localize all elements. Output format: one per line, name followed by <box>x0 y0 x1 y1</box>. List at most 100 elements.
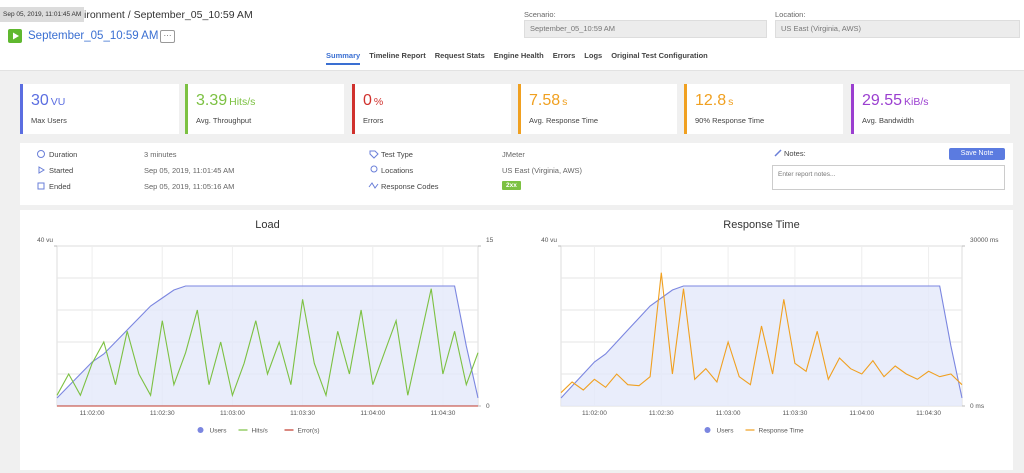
kpi-unit: % <box>373 96 384 108</box>
x-tick-label: 11:03:30 <box>783 410 808 417</box>
kpi-label: 90% Response Time <box>695 116 765 125</box>
kpi-label: Avg. Response Time <box>529 116 599 125</box>
detail-value: Sep 05, 2019, 11:05:16 AM <box>144 182 235 191</box>
kpi-label: Errors <box>363 116 384 125</box>
clock-icon <box>37 150 45 158</box>
kpi-value: 7.58 s <box>529 92 567 110</box>
kpi-unit: KiB/s <box>904 96 929 108</box>
x-tick-label: 11:02:30 <box>150 410 175 417</box>
legend-label: Users <box>717 428 735 435</box>
legend-swatch <box>197 427 204 433</box>
kpi-card: 7.58 s Avg. Response Time <box>518 84 677 134</box>
breadcrumb[interactable]: ironment / September_05_10:59 AM <box>84 9 253 21</box>
series-area <box>561 286 962 406</box>
notes-label: Notes: <box>784 149 806 158</box>
report-name[interactable]: September_05_10:59 AM <box>28 30 159 42</box>
kpi-value: 29.55 KiB/s <box>862 92 929 110</box>
x-tick-label: 11:02:30 <box>649 410 674 417</box>
stop-icon <box>37 182 45 190</box>
pulse-icon <box>368 182 379 189</box>
kpi-value: 3.39 Hits/s <box>196 92 255 110</box>
kpi-card: 29.55 KiB/s Avg. Bandwidth <box>851 84 1010 134</box>
y-tick-label: 40 vu <box>37 237 53 244</box>
detail-icons <box>37 150 379 190</box>
y-tick-label: 30000 ms <box>970 237 999 244</box>
kpi-number: 12.8 <box>695 92 727 109</box>
x-tick-label: 11:02:00 <box>582 410 607 417</box>
play-icon[interactable] <box>8 29 22 43</box>
tab[interactable]: Errors <box>552 51 576 60</box>
tab[interactable]: Original Test Configuration <box>611 51 708 60</box>
legend-swatch <box>704 427 711 433</box>
more-button[interactable]: ··· <box>160 30 175 43</box>
kpi-card: 12.8 s 90% Response Time <box>684 84 843 134</box>
tag-icon <box>369 150 379 159</box>
tab[interactable]: Request Stats <box>434 51 485 60</box>
series-line <box>560 272 963 394</box>
response-code-badge: 2xx <box>502 181 521 190</box>
x-tick-label: 11:02:00 <box>80 410 105 417</box>
scenario-select[interactable]: September_05_10:59 AM <box>524 20 767 38</box>
detail-label: Test Type <box>381 150 413 159</box>
x-tick-label: 11:04:30 <box>916 410 941 417</box>
tab[interactable]: Timeline Report <box>369 51 426 60</box>
detail-value: JMeter <box>502 150 525 159</box>
kpi-number: 29.55 <box>862 92 903 109</box>
kpi-number: 3.39 <box>196 92 228 109</box>
location-select[interactable]: US East (Virginia, AWS) <box>775 20 1020 38</box>
y-tick-label: 15 <box>486 237 494 244</box>
kpi-unit: Hits/s <box>229 96 256 108</box>
kpi-card: 30 VU Max Users <box>20 84 179 134</box>
chart-title: Response Time <box>723 219 799 231</box>
y-tick-label: 0 <box>486 403 490 410</box>
x-tick-label: 11:04:30 <box>431 410 456 417</box>
kpi-number: 0 <box>363 92 372 109</box>
play-glyph <box>13 32 19 40</box>
x-tick-label: 11:04:00 <box>360 410 385 417</box>
detail-label: Ended <box>49 182 71 191</box>
kpi-value: 12.8 s <box>695 92 733 110</box>
location-label: Location: <box>775 10 806 19</box>
series-line <box>56 288 479 398</box>
kpi-number: 30 <box>31 92 49 109</box>
kpi-card: 3.39 Hits/s Avg. Throughput <box>185 84 344 134</box>
x-tick-label: 11:03:00 <box>716 410 741 417</box>
chart-title: Load <box>255 219 279 231</box>
response-time-chart: Response Time 11:02:00 11:02:30 11:03:00 11:… <box>541 219 999 435</box>
legend-label: Hits/s <box>252 428 269 435</box>
legend-label: Error(s) <box>298 428 320 435</box>
header: ironment / September_05_10:59 AM Sep 05,… <box>0 0 1024 71</box>
kpi-number: 7.58 <box>529 92 561 109</box>
detail-value: 3 minutes <box>144 150 177 159</box>
tooltip: Sep 05, 2019, 11:01:45 AM <box>0 7 84 22</box>
triangle <box>13 32 19 40</box>
details-panel: Duration 3 minutes Started Sep 05, 2019,… <box>20 143 1013 205</box>
x-tick-label: 11:04:00 <box>849 410 874 417</box>
series-line <box>56 285 479 399</box>
load-chart: Load 11:02:00 11:02:30 11:03:00 11:03:30 11:0… <box>37 219 494 435</box>
kpi-unit: s <box>562 96 568 108</box>
kpi-value: 30 VU <box>31 92 65 110</box>
kpi-label: Max Users <box>31 116 67 125</box>
pencil-icon <box>774 149 782 157</box>
legend-label: Users <box>210 428 228 435</box>
detail-label: Locations <box>381 166 414 175</box>
kpi-card: 0% Errors <box>352 84 511 134</box>
kpi-value: 0% <box>363 92 383 110</box>
x-tick-label: 11:03:00 <box>220 410 245 417</box>
detail-value: Sep 05, 2019, 11:01:45 AM <box>144 166 235 175</box>
legend-label: Response Time <box>759 428 805 435</box>
detail-value: US East (Virginia, AWS) <box>502 166 583 175</box>
y-tick-label: 0 ms <box>970 403 985 410</box>
tab[interactable]: Engine Health <box>493 51 544 60</box>
scenario-label: Scenario: <box>524 10 556 19</box>
kpi-unit: s <box>728 96 734 108</box>
tab[interactable]: Summary <box>326 51 361 65</box>
save-note-button[interactable]: Save Note <box>949 148 1005 160</box>
play-icon <box>38 166 45 174</box>
tab[interactable]: Logs <box>584 51 603 60</box>
notes-input[interactable]: Enter report notes... <box>772 165 1005 190</box>
series-line <box>560 285 963 399</box>
x-tick-label: 11:03:30 <box>290 410 315 417</box>
